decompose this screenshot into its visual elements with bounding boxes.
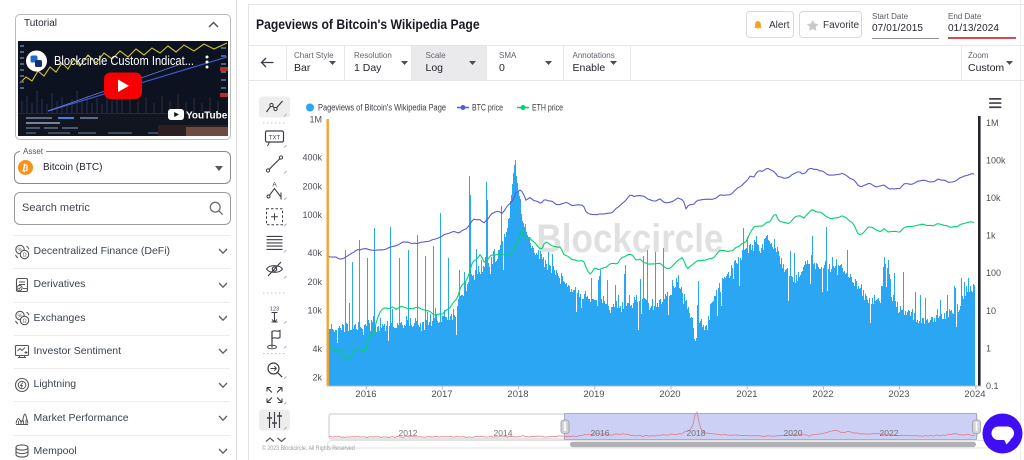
svg-text:2019: 2019 — [583, 389, 604, 400]
svg-text:1: 1 — [986, 343, 991, 353]
svg-text:BTC price: BTC price — [472, 103, 503, 113]
svg-text:10k: 10k — [986, 193, 1001, 203]
svg-text:123: 123 — [270, 307, 279, 313]
svg-text:ETH price: ETH price — [532, 103, 563, 113]
svg-text:2012: 2012 — [399, 428, 418, 438]
svg-text:2022: 2022 — [812, 389, 833, 400]
svg-text:2024: 2024 — [964, 389, 985, 400]
svg-text:100k: 100k — [302, 210, 322, 220]
svg-text:Blockcircle Custom Indicat...: Blockcircle Custom Indicat... — [54, 54, 194, 68]
svg-text:10k: 10k — [307, 306, 322, 316]
svg-text:40k: 40k — [307, 248, 322, 258]
svg-text:2k: 2k — [312, 373, 322, 383]
svg-text:TXT: TXT — [269, 136, 281, 142]
svg-text:2018: 2018 — [687, 428, 706, 438]
svg-text:2020: 2020 — [784, 428, 803, 438]
svg-text:Ω: Ω — [22, 252, 26, 258]
svg-text:2017: 2017 — [431, 389, 452, 400]
svg-text:2014: 2014 — [494, 428, 513, 438]
svg-text:400k: 400k — [302, 153, 322, 163]
svg-text:200k: 200k — [302, 181, 322, 191]
svg-text:2016: 2016 — [355, 389, 376, 400]
svg-text:Blockcircle: Blockcircle — [537, 217, 724, 261]
svg-text:2023: 2023 — [888, 389, 909, 400]
svg-text:0.1: 0.1 — [986, 381, 999, 391]
svg-text:2016: 2016 — [591, 428, 610, 438]
svg-text:₿: ₿ — [21, 162, 29, 173]
svg-text:2018: 2018 — [507, 389, 528, 400]
svg-text:%: % — [18, 314, 23, 320]
svg-text:1M: 1M — [986, 118, 999, 128]
svg-text:Pageviews of Bitcoin's Wikiped: Pageviews of Bitcoin's Wikipedia Page — [318, 103, 446, 113]
svg-text:1k: 1k — [986, 231, 996, 241]
svg-text:100k: 100k — [986, 155, 1006, 165]
svg-text:2022: 2022 — [880, 428, 899, 438]
svg-text:1M: 1M — [309, 115, 322, 125]
svg-text:Ω: Ω — [22, 319, 26, 325]
svg-text:YouTube: YouTube — [186, 111, 228, 122]
svg-text:2021: 2021 — [736, 389, 757, 400]
svg-text:4k: 4k — [312, 344, 322, 354]
svg-text:2020: 2020 — [659, 389, 680, 400]
svg-text:100: 100 — [986, 268, 1001, 278]
svg-text:A: A — [272, 182, 277, 189]
svg-text:10: 10 — [986, 306, 996, 316]
svg-text:20k: 20k — [307, 277, 322, 287]
svg-text:%: % — [18, 247, 23, 253]
